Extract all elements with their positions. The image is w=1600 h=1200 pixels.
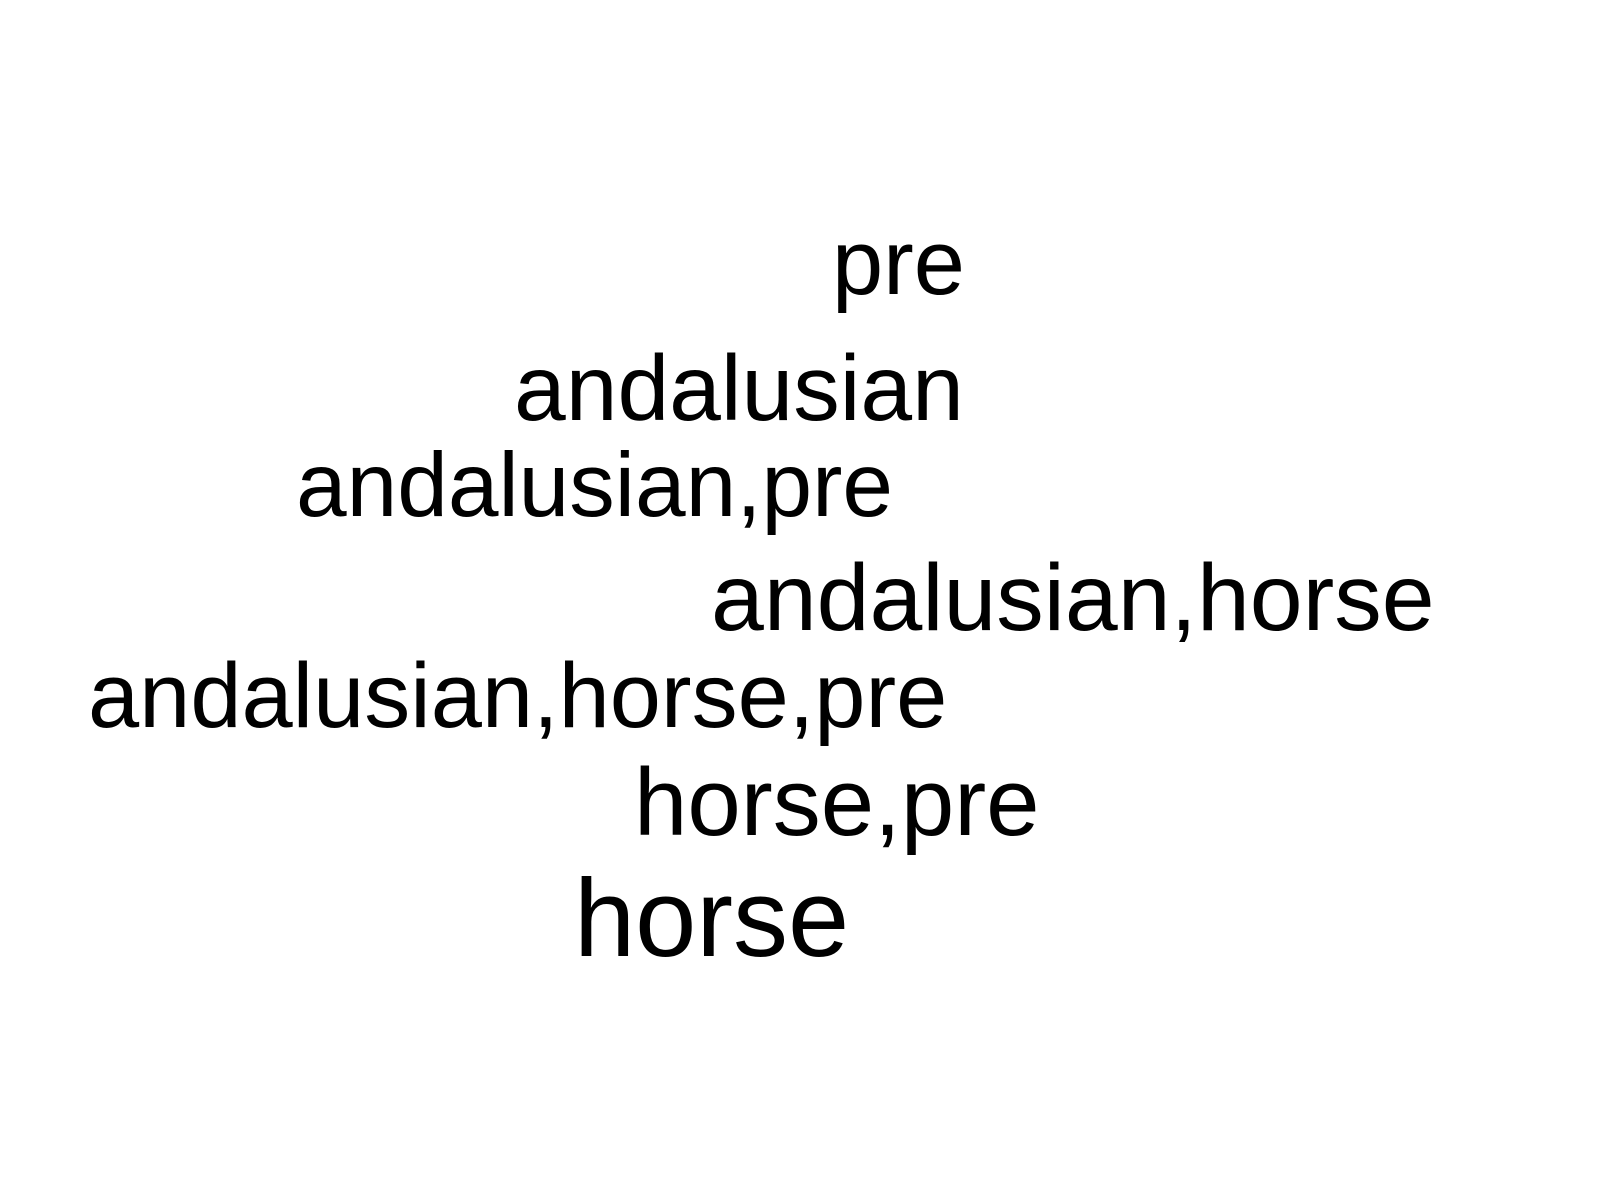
word-pre: pre (832, 212, 965, 314)
word-horse: horse (574, 857, 850, 980)
word-andalusian-horse: andalusian,horse (711, 545, 1435, 651)
word-horse-pre: horse,pre (634, 749, 1040, 856)
word-andalusian: andalusian (514, 336, 964, 440)
word-andalusian-pre: andalusian,pre (296, 435, 894, 536)
word-andalusian-horse-pre: andalusian,horse,pre (88, 645, 948, 747)
